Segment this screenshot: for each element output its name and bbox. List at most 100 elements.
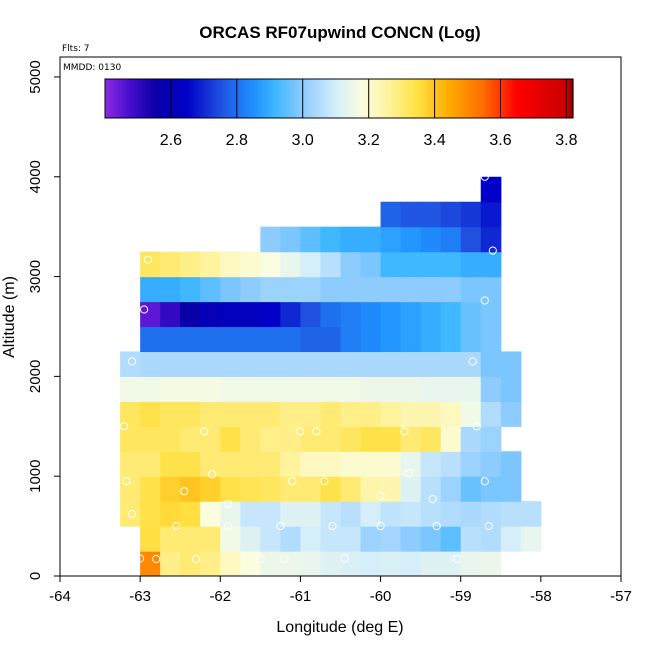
colorbar-swatch (339, 79, 342, 118)
heatmap-cell (240, 376, 261, 402)
heatmap-cell (420, 226, 442, 253)
colorbar-swatch (113, 79, 116, 118)
heatmap-cell (300, 476, 322, 502)
colorbar-swatch (121, 79, 124, 118)
colorbar-swatch (225, 79, 228, 118)
colorbar-swatch (513, 79, 516, 118)
heatmap-cell (380, 351, 402, 377)
colorbar-swatch (535, 79, 538, 118)
heatmap-cell (260, 401, 281, 427)
data-point-marker (224, 500, 233, 509)
heatmap-cell (220, 476, 241, 502)
heatmap-cell (240, 251, 261, 278)
heatmap-cell (180, 451, 201, 477)
heatmap-cell (300, 451, 322, 477)
heatmap-cell (260, 226, 281, 253)
data-point-marker (120, 422, 129, 431)
heatmap-cell (340, 226, 362, 253)
heatmap-cell (300, 301, 322, 328)
colorbar-swatch (421, 79, 424, 118)
heatmap-cell (380, 326, 402, 353)
colorbar-swatch (505, 79, 508, 118)
colorbar-swatch (475, 79, 478, 118)
heatmap-cell (280, 351, 302, 377)
colorbar-swatch (175, 79, 178, 118)
heatmap-cell (180, 376, 201, 402)
heatmap-cell (480, 401, 502, 427)
heatmap-cell (400, 501, 422, 527)
heatmap-cell (200, 251, 221, 278)
heatmap-cell (400, 201, 422, 228)
data-point-marker (404, 469, 413, 478)
heatmap-cell (500, 526, 522, 552)
colorbar-swatch (203, 79, 206, 118)
colorbar-swatch (439, 79, 442, 118)
colorbar-swatch (353, 79, 356, 118)
colorbar-swatch (275, 79, 278, 118)
colorbar-swatch (509, 79, 512, 118)
colorbar-swatch (127, 79, 130, 118)
colorbar-swatch (467, 79, 470, 118)
heatmap-cell (460, 451, 482, 477)
colorbar-swatch (189, 79, 192, 118)
colorbar-swatch (199, 79, 202, 118)
colorbar-swatch (207, 79, 210, 118)
heatmap-cell (140, 526, 161, 552)
heatmap-cell (480, 301, 502, 328)
colorbar-swatch (543, 79, 546, 118)
heatmap-cell (280, 401, 302, 427)
data-point-marker (480, 296, 489, 305)
colorbar-swatch (309, 79, 312, 118)
heatmap-cell (320, 401, 342, 427)
plot-frame (59, 56, 622, 577)
heatmap-cell (440, 501, 462, 527)
colorbar-swatch (243, 79, 246, 118)
colorbar-swatch (525, 79, 528, 118)
heatmap-cell (280, 276, 302, 303)
heatmap-cell (480, 376, 502, 402)
heatmap-cell (380, 376, 402, 402)
colorbar-swatch (169, 79, 172, 118)
colorbar-swatch (511, 79, 514, 118)
x-axis-label: Longitude (deg E) (276, 619, 403, 636)
heatmap-cell (380, 276, 402, 303)
colorbar-swatch (387, 79, 390, 118)
colorbar-swatch (383, 79, 386, 118)
colorbar-swatch (485, 79, 488, 118)
colorbar-swatch (117, 79, 120, 118)
colorbar-swatch (559, 79, 562, 118)
heatmap-cell (480, 326, 502, 353)
colorbar-swatch (551, 79, 554, 118)
colorbar-swatch (435, 79, 438, 118)
colorbar-swatch (277, 79, 280, 118)
y-tick-label: 4000 (27, 160, 44, 193)
colorbar-swatch (187, 79, 190, 118)
heatmap-cell (400, 276, 422, 303)
heatmap-cell (320, 276, 342, 303)
colorbar-swatch (119, 79, 122, 118)
colorbar-swatch (351, 79, 354, 118)
heatmap-cell (460, 401, 482, 427)
heatmap-cell (400, 251, 422, 278)
x-tick-label: -59 (450, 588, 472, 605)
colorbar-swatch (441, 79, 444, 118)
colorbar-frame (104, 78, 574, 119)
colorbar-swatch (185, 79, 188, 118)
data-point-marker (276, 522, 285, 531)
colorbar-swatch (217, 79, 220, 118)
heatmap-cell (500, 501, 522, 527)
colorbar-swatch (287, 79, 290, 118)
heatmap-cell (160, 526, 181, 552)
heatmap-cell (360, 376, 382, 402)
colorbar-swatch (173, 79, 176, 118)
heatmap-cell (280, 251, 302, 278)
heatmap-cell (280, 526, 302, 552)
heatmap-cell (380, 551, 402, 577)
y-tick-label: 1000 (27, 460, 44, 493)
colorbar-swatch (497, 79, 500, 118)
colorbar-swatch (547, 79, 550, 118)
heatmap-cell (340, 351, 362, 377)
heatmap-cell (420, 201, 442, 228)
colorbar-swatch (229, 79, 232, 118)
colorbar-swatch (131, 79, 134, 118)
